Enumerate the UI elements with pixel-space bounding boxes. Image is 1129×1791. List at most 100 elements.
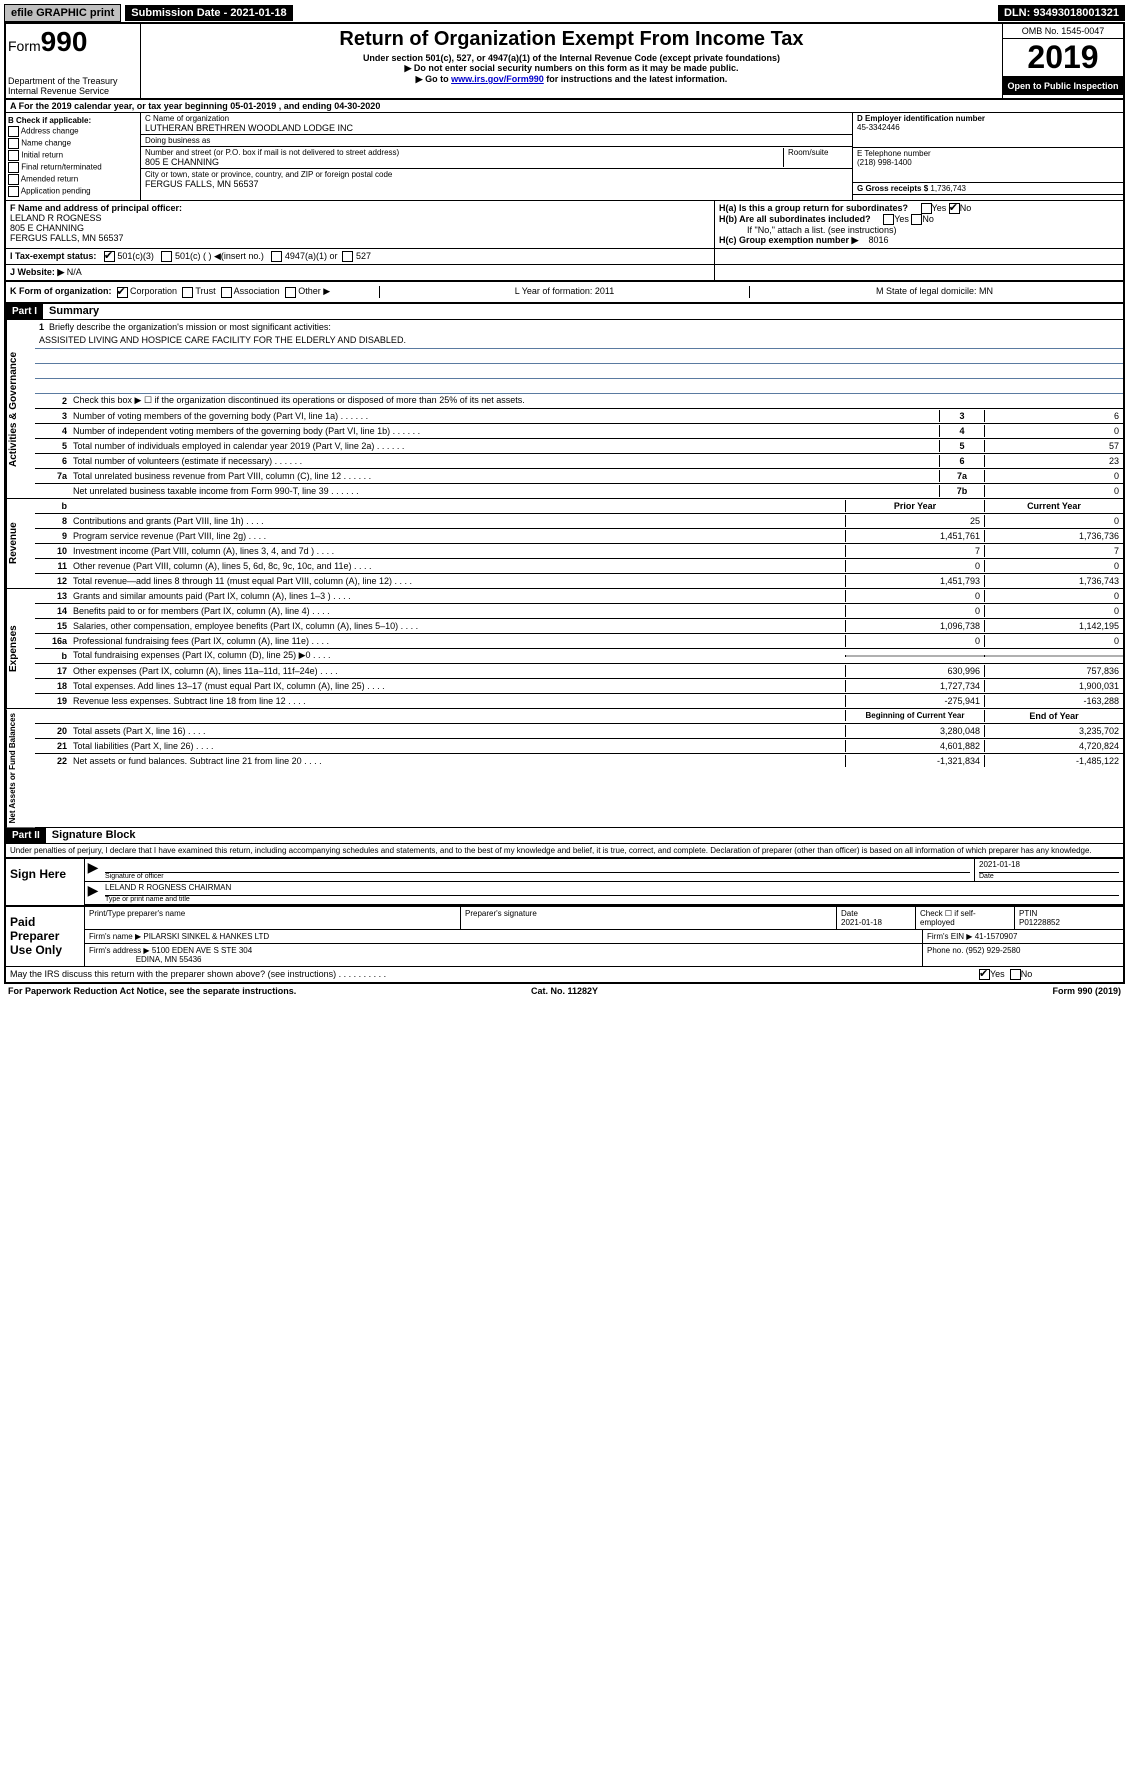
- k-label: K Form of organization:: [10, 286, 112, 296]
- telephone: (218) 998-1400: [857, 158, 912, 167]
- firm-name: PILARSKI SINKEL & HANKES LTD: [143, 932, 269, 941]
- gov-row: Net unrelated business taxable income fr…: [35, 484, 1123, 498]
- check-address-change[interactable]: [8, 126, 19, 137]
- website: N/A: [67, 267, 82, 277]
- tax-year: 2019: [1003, 39, 1123, 77]
- check-final-return[interactable]: [8, 162, 19, 173]
- check-corporation[interactable]: [117, 287, 128, 298]
- check-self-employed: Check ☐ if self-employed: [916, 907, 1015, 929]
- state-domicile: M State of legal domicile: MN: [749, 286, 1119, 297]
- gov-row: 3Number of voting members of the governi…: [35, 409, 1123, 424]
- pra-notice: For Paperwork Reduction Act Notice, see …: [8, 986, 379, 996]
- side-revenue: Revenue: [6, 499, 35, 588]
- prep-date: 2021-01-18: [841, 918, 882, 927]
- data-row: 22Net assets or fund balances. Subtract …: [35, 754, 1123, 768]
- part-ii: Part IISignature Block Under penalties o…: [6, 828, 1123, 982]
- check-501c[interactable]: [161, 251, 172, 262]
- subtitle-1: Under section 501(c), 527, or 4947(a)(1)…: [145, 53, 998, 63]
- side-net-assets: Net Assets or Fund Balances: [6, 709, 35, 827]
- org-name: LUTHERAN BRETHREN WOODLAND LODGE INC: [145, 123, 353, 133]
- efile-button[interactable]: efile GRAPHIC print: [4, 4, 121, 22]
- name-title-label: Type or print name and title: [105, 896, 1119, 903]
- check-association[interactable]: [221, 287, 232, 298]
- omb-number: OMB No. 1545-0047: [1003, 24, 1123, 39]
- ptin-label: PTIN: [1019, 909, 1037, 918]
- arrow-icon: ▶: [85, 859, 101, 881]
- part-ii-title: Signature Block: [46, 827, 142, 843]
- line1-label: Briefly describe the organization's miss…: [49, 322, 331, 332]
- check-amended-return[interactable]: [8, 174, 19, 185]
- submission-date: Submission Date - 2021-01-18: [125, 5, 292, 21]
- hb-yes[interactable]: [883, 214, 894, 225]
- arrow-icon: ▶: [85, 882, 101, 904]
- open-to-public: Open to Public Inspection: [1003, 77, 1123, 95]
- g-label: G Gross receipts $: [857, 184, 928, 193]
- e-label: E Telephone number: [857, 149, 931, 158]
- section-b-to-g: B Check if applicable: Address change Na…: [6, 113, 1123, 201]
- ha-yes[interactable]: [921, 203, 932, 214]
- perjury-text: Under penalties of perjury, I declare th…: [6, 843, 1123, 857]
- form-header: Form990 Department of the Treasury Inter…: [6, 24, 1123, 100]
- ha-label: H(a) Is this a group return for subordin…: [719, 203, 908, 213]
- data-row: 13Grants and similar amounts paid (Part …: [35, 589, 1123, 604]
- street-address: 805 E CHANNING: [145, 157, 219, 167]
- discuss-yes[interactable]: [979, 969, 990, 980]
- firm-name-label: Firm's name ▶: [89, 932, 141, 941]
- section-i: I Tax-exempt status: 501(c)(3) 501(c) ( …: [6, 249, 1123, 265]
- phone-label: Phone no.: [927, 946, 963, 955]
- current-year-header: Current Year: [984, 500, 1123, 512]
- check-trust[interactable]: [182, 287, 193, 298]
- dept-treasury: Department of the Treasury Internal Reve…: [8, 76, 138, 96]
- end-year-header: End of Year: [984, 710, 1123, 722]
- line-a: A For the 2019 calendar year, or tax yea…: [6, 100, 1123, 113]
- paid-preparer-label: Paid Preparer Use Only: [6, 907, 85, 966]
- ha-no[interactable]: [949, 203, 960, 214]
- hb-no[interactable]: [911, 214, 922, 225]
- data-row: 9Program service revenue (Part VIII, lin…: [35, 529, 1123, 544]
- firm-addr2: EDINA, MN 55436: [136, 955, 202, 964]
- check-501c3[interactable]: [104, 251, 115, 262]
- b-label: B Check if applicable:: [8, 116, 138, 125]
- mission-text: ASSISITED LIVING AND HOSPICE CARE FACILI…: [35, 334, 1123, 349]
- sig-date: 2021-01-18: [979, 860, 1119, 873]
- data-row: 14Benefits paid to or for members (Part …: [35, 604, 1123, 619]
- data-row: 21Total liabilities (Part X, line 26) . …: [35, 739, 1123, 754]
- sig-officer-label: Signature of officer: [105, 873, 970, 880]
- check-4947[interactable]: [271, 251, 282, 262]
- room-label: Room/suite: [783, 148, 848, 167]
- gov-row: 5Total number of individuals employed in…: [35, 439, 1123, 454]
- side-governance: Activities & Governance: [6, 320, 35, 498]
- check-initial-return[interactable]: [8, 150, 19, 161]
- ein: 45-3342446: [857, 123, 900, 132]
- data-row: 17Other expenses (Part IX, column (A), l…: [35, 664, 1123, 679]
- data-row: 10Investment income (Part VIII, column (…: [35, 544, 1123, 559]
- hb-label: H(b) Are all subordinates included?: [719, 214, 871, 224]
- irs-link[interactable]: www.irs.gov/Form990: [451, 74, 544, 84]
- gross-receipts: 1,736,743: [930, 184, 966, 193]
- part-i-header: Part I: [6, 304, 43, 319]
- section-f-h: F Name and address of principal officer:…: [6, 201, 1123, 249]
- form-title: Return of Organization Exempt From Incom…: [145, 28, 998, 51]
- check-application-pending[interactable]: [8, 186, 19, 197]
- c-name-label: C Name of organization: [145, 114, 229, 123]
- side-expenses: Expenses: [6, 589, 35, 708]
- check-527[interactable]: [342, 251, 353, 262]
- data-row: 19Revenue less expenses. Subtract line 1…: [35, 694, 1123, 708]
- data-row: 12Total revenue—add lines 8 through 11 (…: [35, 574, 1123, 588]
- addr-label: Number and street (or P.O. box if mail i…: [145, 148, 399, 157]
- form-990: Form990 Department of the Treasury Inter…: [4, 22, 1125, 984]
- begin-year-header: Beginning of Current Year: [845, 710, 984, 721]
- part-i-title: Summary: [43, 303, 105, 319]
- discuss-no[interactable]: [1010, 969, 1021, 980]
- gov-row: 7aTotal unrelated business revenue from …: [35, 469, 1123, 484]
- check-other[interactable]: [285, 287, 296, 298]
- section-k: K Form of organization: Corporation Trus…: [6, 282, 1123, 303]
- data-row: 20Total assets (Part X, line 16) . . . .…: [35, 724, 1123, 739]
- sign-here-label: Sign Here: [6, 859, 85, 905]
- discuss-label: May the IRS discuss this return with the…: [10, 969, 336, 979]
- data-row: 8Contributions and grants (Part VIII, li…: [35, 514, 1123, 529]
- firm-ein-label: Firm's EIN ▶: [927, 932, 972, 941]
- check-name-change[interactable]: [8, 138, 19, 149]
- hc-label: H(c) Group exemption number ▶: [719, 235, 858, 245]
- prep-date-label: Date: [841, 909, 858, 918]
